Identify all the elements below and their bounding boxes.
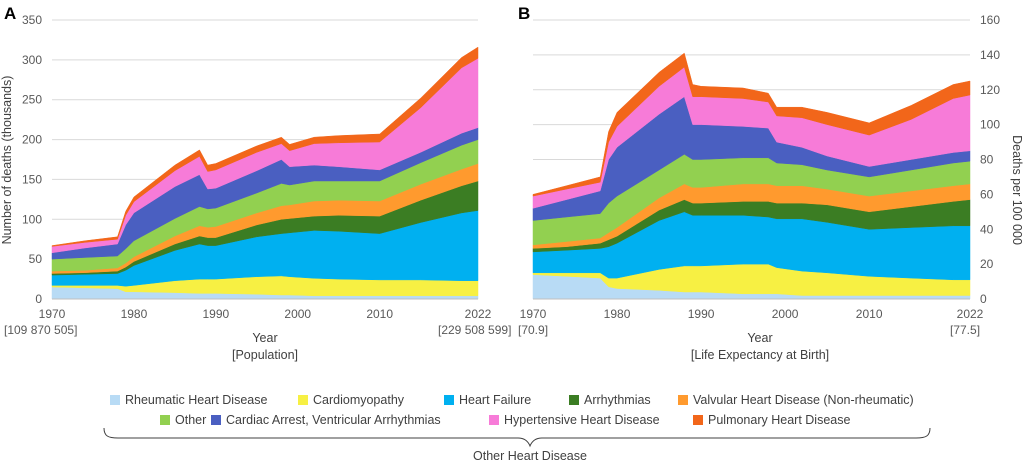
legend-bracket-label: Other Heart Disease: [473, 449, 587, 462]
panel-b-chart: B 0 20 40 60 80 100 120 140 160 1970 1980 1990 2000…: [518, 4, 1024, 362]
y-tick-label: 60: [980, 187, 994, 201]
panel-b-letter: B: [518, 4, 530, 23]
legend-label-arrhythmias: Arrhythmias: [584, 393, 651, 407]
y-tick-label: 80: [980, 153, 994, 167]
y-tick-label: 40: [980, 222, 994, 236]
panel-a-chart: A 0 50 100 150 200 250 300 350 1970 1980 1990 2000…: [0, 4, 511, 362]
y-tick-label: 300: [22, 53, 42, 67]
y-tick-label: 0: [35, 292, 42, 306]
legend-swatch-cardiomyopathy: [298, 395, 308, 405]
panel-a-x-axis-title: Year: [252, 331, 277, 345]
panel-a-y-axis-title: Number of deaths (thousands): [0, 76, 14, 245]
legend-label-hypertensive: Hypertensive Heart Disease: [504, 413, 660, 427]
panel-b-x-axis-subtitle: [Life Expectancy at Birth]: [691, 348, 829, 362]
y-tick-label: 150: [22, 172, 42, 186]
y-tick-label: 250: [22, 93, 42, 107]
y-tick-label: 0: [980, 292, 987, 306]
area-pulmonary: [51, 46, 479, 247]
legend-swatch-pulmonary: [693, 415, 703, 425]
x-tick-label: 2022: [465, 307, 492, 321]
legend-swatch-hypertensive: [489, 415, 499, 425]
panel-a-y-ticks: 0 50 100 150 200 250 300 350: [22, 13, 42, 306]
x-tick-label: 2010: [856, 307, 883, 321]
legend-swatch-rheumatic: [110, 395, 120, 405]
y-tick-label: 350: [22, 13, 42, 27]
legend-label-heart_failure: Heart Failure: [459, 393, 531, 407]
panel-a-areas: [51, 46, 479, 300]
legend-swatch-other: [160, 415, 170, 425]
y-tick-label: 50: [29, 252, 43, 266]
panel-a-x-axis-subtitle: [Population]: [232, 348, 298, 362]
legend-label-valvular: Valvular Heart Disease (Non-rheumatic): [693, 393, 914, 407]
y-tick-label: 20: [980, 257, 994, 271]
x-tick-label: 1990: [202, 307, 229, 321]
legend: Rheumatic Heart Disease Cardiomyopathy Hea…: [110, 393, 914, 427]
x-tick-label: 2000: [772, 307, 799, 321]
panel-b-y-ticks: 0 20 40 60 80 100 120 140 160: [980, 13, 1000, 306]
x-tick-label: 2022: [957, 307, 984, 321]
x-tick-label: 1990: [688, 307, 715, 321]
x-tick-label: 1980: [604, 307, 631, 321]
panel-a-x-end-note: [229 508 599]: [438, 323, 511, 337]
legend-swatch-arrhythmias: [569, 395, 579, 405]
panel-b-y-axis-title: Deaths per 100 000: [1010, 135, 1024, 245]
y-tick-label: 100: [22, 212, 42, 226]
panel-b-x-axis-title: Year: [747, 331, 772, 345]
legend-label-cardiac_arrest: Cardiac Arrest, Ventricular Arrhythmias: [226, 413, 441, 427]
panel-a-x-start-note: [109 870 505]: [4, 323, 77, 337]
y-tick-label: 140: [980, 48, 1000, 62]
x-tick-label: 1980: [121, 307, 148, 321]
panel-b-x-end-note: [77.5]: [950, 323, 980, 337]
y-tick-label: 120: [980, 83, 1000, 97]
legend-swatch-valvular: [678, 395, 688, 405]
panel-a-letter: A: [4, 4, 16, 23]
x-tick-label: 2000: [284, 307, 311, 321]
x-tick-label: 2010: [366, 307, 393, 321]
legend-swatch-cardiac_arrest: [211, 415, 221, 425]
legend-label-other: Other: [175, 413, 206, 427]
legend-label-pulmonary: Pulmonary Heart Disease: [708, 413, 850, 427]
x-tick-label: 1970: [39, 307, 66, 321]
area-pulmonary: [532, 52, 971, 197]
panel-a-x-ticks: 1970 1980 1990 2000 2010 2022: [39, 307, 492, 321]
y-tick-label: 100: [980, 118, 1000, 132]
panel-b-x-start-note: [70.9]: [518, 323, 548, 337]
y-tick-label: 200: [22, 133, 42, 147]
legend-bracket: [103, 427, 931, 448]
panel-b-areas: [532, 52, 971, 300]
legend-label-cardiomyopathy: Cardiomyopathy: [313, 393, 405, 407]
panel-b-x-ticks: 1970 1980 1990 2000 2010 2022: [520, 307, 984, 321]
legend-label-rheumatic: Rheumatic Heart Disease: [125, 393, 267, 407]
y-tick-label: 160: [980, 13, 1000, 27]
legend-swatch-heart_failure: [444, 395, 454, 405]
x-tick-label: 1970: [520, 307, 547, 321]
